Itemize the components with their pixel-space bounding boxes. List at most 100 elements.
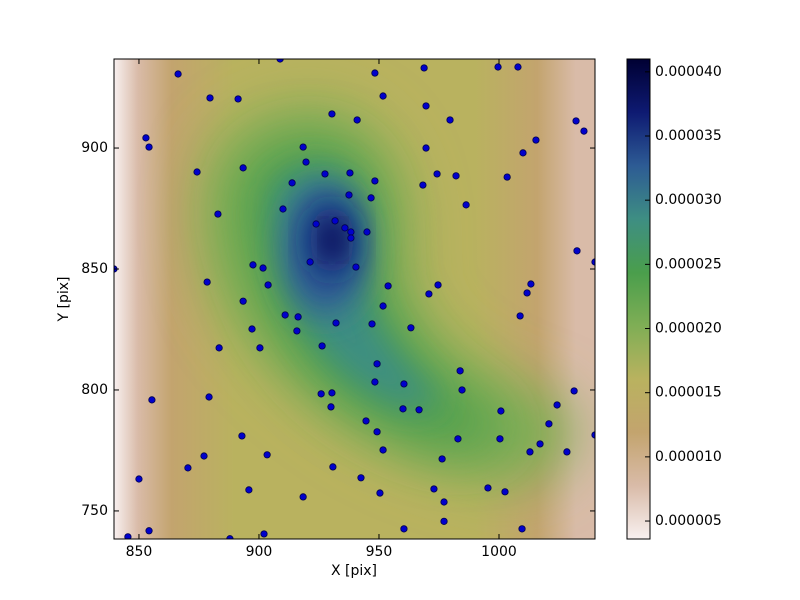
point <box>259 264 267 272</box>
plot-frame <box>113 58 596 540</box>
point <box>174 70 182 78</box>
point <box>422 144 430 152</box>
point <box>124 533 132 539</box>
point <box>239 297 247 305</box>
point <box>328 110 336 118</box>
point <box>440 498 448 506</box>
point <box>215 344 223 352</box>
point <box>407 324 415 332</box>
density-map <box>114 59 595 539</box>
colorbar <box>626 58 651 540</box>
point <box>496 435 504 443</box>
point <box>545 420 553 428</box>
point <box>317 390 325 398</box>
point <box>256 344 264 352</box>
point <box>205 393 213 401</box>
point <box>200 452 208 460</box>
point <box>527 280 535 288</box>
point <box>373 360 381 368</box>
point <box>329 463 337 471</box>
point <box>331 217 339 225</box>
point <box>367 194 375 202</box>
point <box>497 407 505 415</box>
point <box>245 486 253 494</box>
point <box>420 64 428 72</box>
point <box>345 191 353 199</box>
point <box>135 475 143 483</box>
y-tick-label: 850 <box>81 261 108 277</box>
point <box>371 177 379 185</box>
point <box>193 168 201 176</box>
point <box>214 210 222 218</box>
point <box>446 116 454 124</box>
point <box>452 172 460 180</box>
point <box>514 63 522 71</box>
point <box>293 327 301 335</box>
point <box>399 405 407 413</box>
point <box>440 517 448 525</box>
colorbar-tick-label: 0.000040 <box>655 64 722 80</box>
point <box>347 228 355 236</box>
point <box>306 258 314 266</box>
point <box>573 247 581 255</box>
point <box>276 59 284 63</box>
colorbar-tick-label: 0.000030 <box>655 192 722 208</box>
colorbar-tick-label: 0.000010 <box>655 449 722 465</box>
point <box>352 263 360 271</box>
point <box>239 164 247 172</box>
colorbar-tick-label: 0.000015 <box>655 385 722 401</box>
point <box>430 485 438 493</box>
point <box>553 401 561 409</box>
point <box>400 525 408 533</box>
point <box>379 302 387 310</box>
point <box>321 170 329 178</box>
point <box>503 173 511 181</box>
point <box>248 325 256 333</box>
point <box>357 474 365 482</box>
point <box>142 134 150 142</box>
point <box>454 435 462 443</box>
point <box>400 380 408 388</box>
point <box>346 169 354 177</box>
point <box>484 484 492 492</box>
y-tick-label: 900 <box>81 140 108 156</box>
point <box>379 92 387 100</box>
point <box>294 313 302 321</box>
y-axis-label: Y [pix] <box>56 277 72 323</box>
x-tick-label: 900 <box>246 544 273 560</box>
x-axis-label: X [pix] <box>331 563 377 579</box>
point <box>376 489 384 497</box>
point <box>434 281 442 289</box>
points <box>114 59 595 539</box>
point <box>384 282 392 290</box>
point <box>518 525 526 533</box>
x-tick-label: 1000 <box>481 544 517 560</box>
point <box>422 102 430 110</box>
point <box>145 143 153 151</box>
point <box>299 493 307 501</box>
point <box>532 136 540 144</box>
point <box>379 446 387 454</box>
point <box>264 281 272 289</box>
y-tick-label: 750 <box>81 503 108 519</box>
point <box>203 278 211 286</box>
point <box>145 527 153 535</box>
point <box>516 312 524 320</box>
colorbar-tick-label: 0.000020 <box>655 321 722 337</box>
point <box>433 170 441 178</box>
point <box>462 201 470 209</box>
point <box>347 234 355 242</box>
point <box>419 181 427 189</box>
point <box>415 406 423 414</box>
colorbar-tick-label: 0.000025 <box>655 256 722 272</box>
point <box>302 158 310 166</box>
point <box>501 488 509 496</box>
point <box>438 455 446 463</box>
point <box>363 228 371 236</box>
point <box>299 143 307 151</box>
point <box>368 320 376 328</box>
point <box>362 417 370 425</box>
point <box>279 205 287 213</box>
y-tick-label: 800 <box>81 382 108 398</box>
point <box>519 149 527 157</box>
